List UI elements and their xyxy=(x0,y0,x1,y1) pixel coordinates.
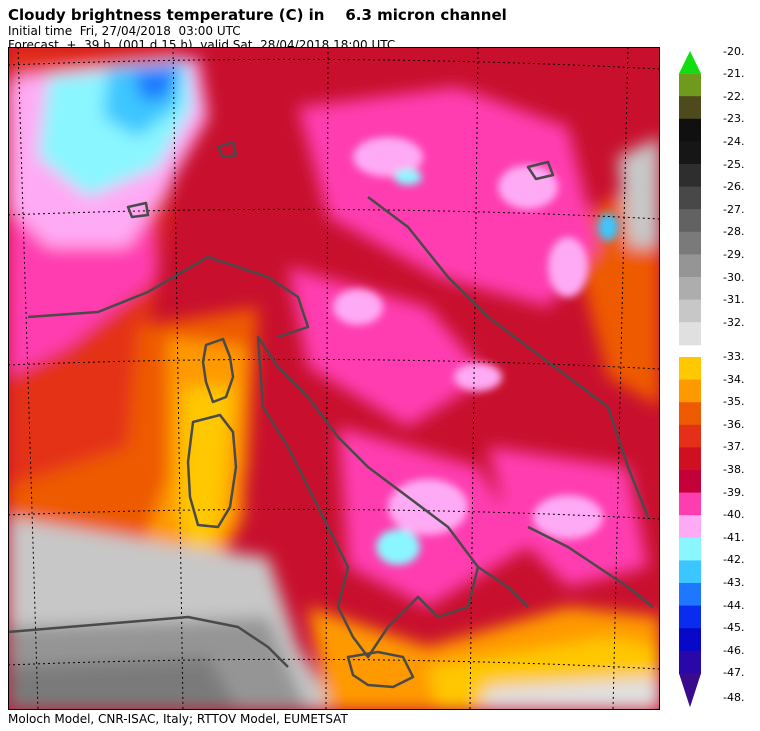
colorbar-label: -24. xyxy=(723,135,745,148)
colorbar-label: -22. xyxy=(723,89,745,103)
colorbar-swatch xyxy=(679,51,701,74)
colorbar-label: -23. xyxy=(723,112,745,126)
colorbar-swatch xyxy=(679,379,701,403)
coastlines xyxy=(8,140,654,689)
colorbar-swatch xyxy=(679,424,701,448)
colorbar-swatch xyxy=(679,277,701,301)
colorbar-swatch xyxy=(679,560,701,584)
colorbar-swatch xyxy=(679,402,701,426)
colorbar-swatch xyxy=(679,470,701,494)
colorbar-swatch xyxy=(679,254,701,278)
colorbar-label: -20. xyxy=(723,44,745,58)
colorbar-label: -25. xyxy=(723,157,745,171)
colorbar-label: -28. xyxy=(723,225,745,239)
colorbar-swatch xyxy=(679,164,701,188)
colorbar-label: -35. xyxy=(723,395,745,409)
colorbar-swatch xyxy=(679,583,701,607)
colorbar-label: -36. xyxy=(723,417,745,431)
temperature-field xyxy=(8,47,660,710)
colorbar-label: -32. xyxy=(723,315,745,329)
colorbar-swatch xyxy=(679,492,701,516)
colorbar-label: -34. xyxy=(723,372,745,386)
colorbar-label: -45. xyxy=(723,621,745,635)
colorbar-label: -37. xyxy=(723,440,745,454)
colorbar-label: -29. xyxy=(723,248,745,261)
cold-cloud-tops xyxy=(333,137,618,565)
chart-title: Cloudy brightness temperature (C) in 6.3… xyxy=(8,6,507,24)
credits: Moloch Model, CNR-ISAC, Italy; RTTOV Mod… xyxy=(8,712,348,726)
colorbar-label: -43. xyxy=(723,576,745,589)
colorbar-label: -26. xyxy=(723,180,745,194)
colorbar-swatch xyxy=(679,515,701,539)
colorbar-swatch xyxy=(679,650,701,674)
colorbar-swatch xyxy=(679,186,701,210)
colorbar-label: -27. xyxy=(723,202,745,216)
colorbar-swatch xyxy=(679,357,701,381)
map-canvas xyxy=(8,47,660,710)
forecast-map xyxy=(8,47,660,710)
colorbar-swatch xyxy=(679,673,701,708)
colorbar-swatch xyxy=(679,73,701,97)
colorbar-label: -46. xyxy=(723,643,745,657)
colorbar-swatch xyxy=(679,96,701,120)
colorbar-label: -39. xyxy=(723,485,745,499)
colorbar-swatch xyxy=(679,537,701,561)
colorbar-lower xyxy=(679,357,701,708)
colorbar-swatch xyxy=(679,118,701,142)
colorbar-label: -21. xyxy=(723,67,745,81)
colorbar-label: -42. xyxy=(723,553,745,567)
colorbar-swatch xyxy=(679,141,701,165)
colorbar-label: -44. xyxy=(723,598,745,612)
colorbar-upper xyxy=(679,51,701,346)
colorbar-swatch xyxy=(679,209,701,233)
colorbar-label: -40. xyxy=(723,508,745,522)
colorbar-label: -48. xyxy=(723,691,745,704)
colorbar-label: -31. xyxy=(723,293,745,307)
colorbar-label: -38. xyxy=(723,463,745,476)
colorbar-label: -41. xyxy=(723,530,745,544)
colorbar-swatch xyxy=(679,628,701,652)
lat-lon-grid xyxy=(8,47,660,710)
colorbar-swatch xyxy=(679,605,701,629)
map-frame xyxy=(8,47,660,710)
colorbar-label: -47. xyxy=(723,666,745,680)
colorbar-label: -33. xyxy=(723,350,745,363)
colorbar-swatch xyxy=(679,447,701,471)
header: Cloudy brightness temperature (C) in 6.3… xyxy=(8,6,507,52)
colorbar-label: -30. xyxy=(723,270,745,284)
colorbar-swatch xyxy=(679,322,701,346)
colorbar-swatch xyxy=(679,231,701,255)
colorbar-swatch xyxy=(679,299,701,323)
initial-time: Initial time Fri, 27/04/2018 03:00 UTC xyxy=(8,24,241,38)
